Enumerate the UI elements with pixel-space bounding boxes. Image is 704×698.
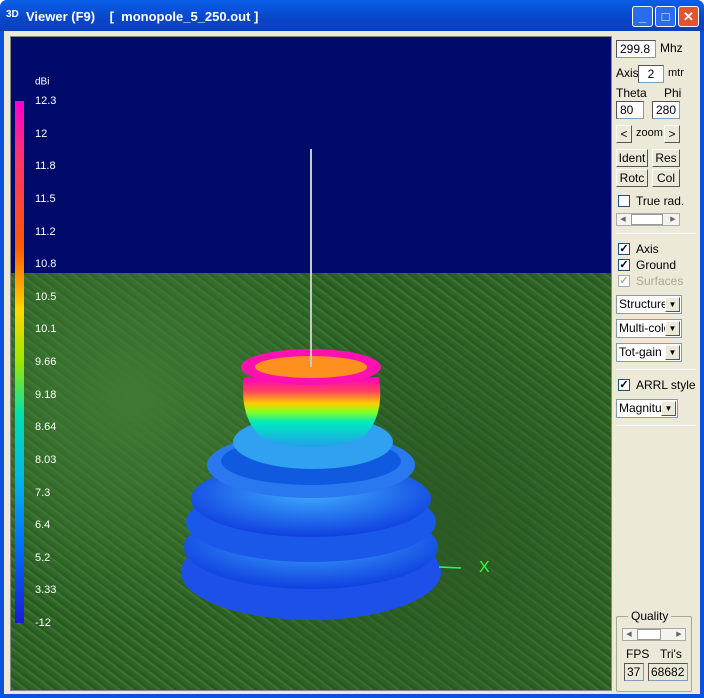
chevron-down-icon[interactable]: ▼ xyxy=(661,401,676,416)
colorbar-tick-label: 11.5 xyxy=(35,192,56,205)
zoom-in-button[interactable]: > xyxy=(664,125,680,143)
3d-viewport[interactable]: X dBi 12.3 12 11.8 11.5 11.2 10.8 10.5 10.1 9.66… xyxy=(10,36,612,691)
maximize-button[interactable]: □ xyxy=(655,6,676,27)
scroll-right-icon[interactable]: ▶ xyxy=(676,631,682,638)
3d-app-icon: 3D xyxy=(6,9,19,20)
title-text: Viewer (F9) xyxy=(26,9,96,24)
fps-value: 37 xyxy=(624,663,644,681)
main-lobe xyxy=(243,377,381,447)
true-rad-label: True rad. xyxy=(636,194,685,208)
zoom-out-button[interactable]: < xyxy=(616,125,632,143)
colorbar-tick-label: 7.3 xyxy=(35,486,51,499)
magnitude-select[interactable]: Magnitu ▼ xyxy=(616,399,678,418)
colorbar-tick-label: 10.1 xyxy=(35,323,57,336)
axis-unit: mtr xyxy=(668,67,684,79)
theta-field[interactable]: 80 xyxy=(616,101,644,119)
axis-checkbox[interactable]: ✓ xyxy=(618,243,630,255)
ident-button[interactable]: Ident xyxy=(616,149,648,167)
true-rad-checkbox[interactable] xyxy=(618,195,630,207)
x-axis-label: X xyxy=(479,559,490,576)
client-area: X dBi 12.3 12 11.8 11.5 11.2 10.8 10.5 10.1 9.66… xyxy=(4,31,700,694)
res-button[interactable]: Res xyxy=(652,149,680,167)
chevron-down-icon[interactable]: ▼ xyxy=(665,297,680,312)
colorbar-tick-label: 11.8 xyxy=(35,160,56,173)
magnitude-value: Magnitu xyxy=(619,401,662,415)
minimize-button[interactable]: _ xyxy=(632,6,653,27)
slider-thumb[interactable] xyxy=(637,629,661,640)
divider xyxy=(616,369,696,370)
phi-label: Phi xyxy=(664,86,682,100)
quality-label: Quality xyxy=(628,609,672,623)
ground-checkbox[interactable]: ✓ xyxy=(618,259,630,271)
close-button[interactable]: ✕ xyxy=(678,6,699,27)
colorbar-tick-label: 11.2 xyxy=(35,225,56,238)
tris-label: Tri's xyxy=(660,647,682,661)
colorbar-tick-label: 12 xyxy=(35,127,48,140)
colorbar-tick-label: 10.8 xyxy=(35,258,57,271)
quality-slider[interactable]: ◀ ▶ xyxy=(622,628,686,641)
ground-check-label: Ground xyxy=(636,258,677,272)
rotc-button[interactable]: Rotc xyxy=(616,169,648,187)
scroll-left-icon[interactable]: ◀ xyxy=(620,216,626,223)
structure-value: Structure xyxy=(619,297,668,311)
arrl-style-label: ARRL style xyxy=(636,378,696,392)
tris-value: 68682 xyxy=(648,663,688,681)
freq-unit: Mhz xyxy=(660,41,683,55)
axis-check-label: Axis xyxy=(636,242,659,256)
rotation-slider[interactable]: ◀ ▶ xyxy=(616,213,680,226)
zoom-label: zoom xyxy=(636,127,663,139)
gain-value: Tot-gain xyxy=(619,345,662,359)
chevron-down-icon[interactable]: ▼ xyxy=(665,321,680,336)
divider xyxy=(616,425,696,426)
frequency-field[interactable]: 299.8 xyxy=(616,40,656,58)
color-mode-select[interactable]: Multi-colo ▼ xyxy=(616,319,682,338)
colorbar-tick-label: 8.64 xyxy=(35,421,57,434)
colorbar-tick-label: 3.33 xyxy=(35,584,57,597)
color-mode-value: Multi-colo xyxy=(619,321,671,335)
divider xyxy=(616,233,696,234)
colorbar-tick-label: 9.66 xyxy=(35,356,57,368)
slider-thumb[interactable] xyxy=(631,214,663,225)
scroll-right-icon[interactable]: ▶ xyxy=(670,216,676,223)
gain-select[interactable]: Tot-gain ▼ xyxy=(616,343,682,362)
scroll-left-icon[interactable]: ◀ xyxy=(626,631,632,638)
col-button[interactable]: Col xyxy=(652,169,680,187)
colorbar-tick-label: 9.18 xyxy=(35,388,57,401)
file-name: [ monopole_5_250.out ] xyxy=(109,9,259,24)
colorbar-tick-label: 10.5 xyxy=(35,290,57,303)
chevron-down-icon[interactable]: ▼ xyxy=(665,345,680,360)
phi-field[interactable]: 280 xyxy=(652,101,680,119)
title-bar: 3D Viewer (F9) [ monopole_5_250.out ] _ … xyxy=(0,0,704,31)
colorbar-tick-label: 5.2 xyxy=(35,551,51,564)
structure-select[interactable]: Structure ▼ xyxy=(616,295,682,314)
colorbar-tick-label: 6.4 xyxy=(35,519,51,532)
theta-label: Theta xyxy=(616,86,647,100)
axis-length-field[interactable]: 2 xyxy=(638,65,664,83)
surfaces-checkbox: ✓ xyxy=(618,275,630,287)
x-axis-line xyxy=(438,566,462,569)
colorbar-tick-label: 12.3 xyxy=(35,95,57,107)
axis-label: Axis xyxy=(616,66,639,80)
arrl-style-checkbox[interactable]: ✓ xyxy=(618,379,630,391)
fps-label: FPS xyxy=(626,647,650,661)
colorbar-unit: dBi xyxy=(35,76,50,88)
radiation-pattern: X xyxy=(181,149,490,620)
surfaces-check-label: Surfaces xyxy=(636,274,684,288)
colorbar-tick-label: 8.03 xyxy=(35,453,57,466)
window-title: Viewer (F9) [ monopole_5_250.out ] xyxy=(26,9,258,24)
colorbar-tick-label: -12 xyxy=(35,617,51,629)
colorbar xyxy=(15,101,24,623)
